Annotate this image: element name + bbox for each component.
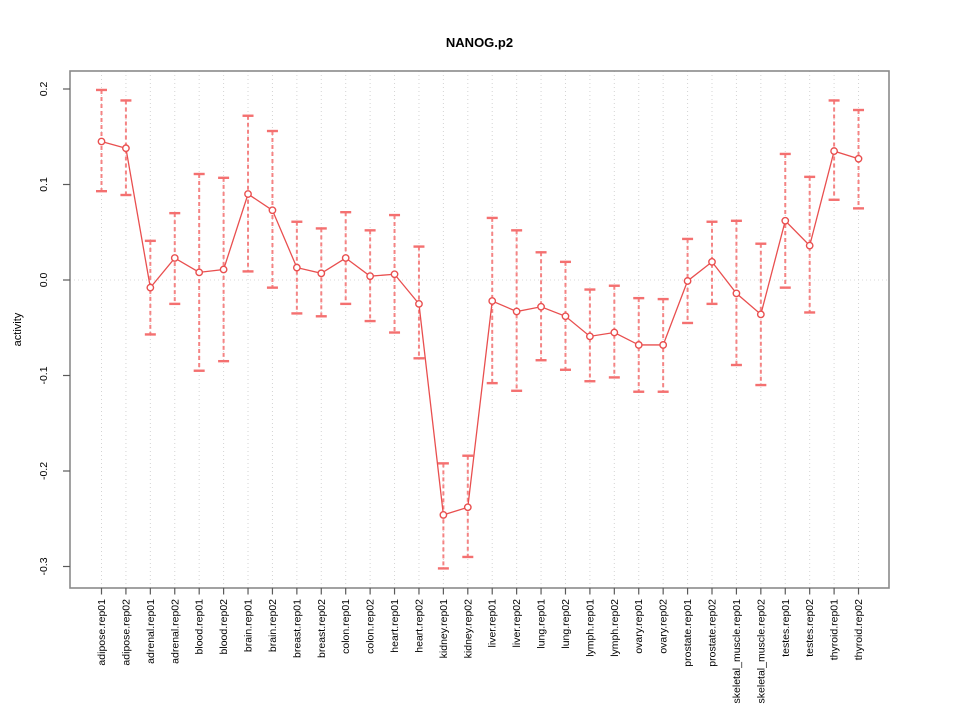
y-tick-label: 0.0 [38,273,50,288]
data-point-marker [268,206,277,215]
data-point-marker [244,190,252,198]
x-tick-label: heart.rep01 [389,599,401,653]
x-tick-label: adipose.rep02 [120,599,132,666]
x-tick-label: thyroid.rep01 [829,599,841,660]
x-tick-label: heart.rep02 [413,599,425,653]
x-tick-label: lung.rep01 [536,599,548,649]
x-tick-label: brain.rep02 [267,599,279,652]
data-point-marker [415,299,423,308]
data-point-marker [659,341,668,349]
y-tick-label: -0.2 [38,462,50,480]
x-tick-label: skeletal_muscle.rep02 [755,599,767,704]
error-bar [706,220,718,306]
x-tick-label: breast.rep02 [316,599,328,658]
x-tick-label: brain.rep01 [243,599,255,652]
x-tick-label: prostate.rep02 [707,599,719,667]
x-tick-label: ovary.rep02 [658,599,670,654]
data-point-marker [463,503,472,512]
x-tick-label: ovary.rep01 [633,599,645,654]
data-point-marker [146,283,155,292]
x-tick-label: liver.rep01 [487,599,499,648]
x-tick-label: kidney.rep02 [462,599,474,659]
x-tick-label: thyroid.rep02 [853,599,865,660]
data-point-marker [122,144,130,153]
data-point-marker [439,511,448,519]
data-point-marker [97,137,106,146]
data-point-marker [292,263,301,272]
x-tick-label: adipose.rep01 [96,599,108,666]
data-point-marker [390,270,399,279]
x-tick-label: blood.rep01 [194,599,206,655]
data-point-marker [830,147,838,155]
error-bar [120,99,132,197]
x-tick-label: testes.rep01 [780,599,792,657]
data-point-marker [195,268,204,277]
data-point-marker [610,328,619,337]
plot-box [69,70,890,589]
data-point-marker [488,297,497,305]
x-tick-label: adrenal.rep02 [169,599,181,664]
x-tick-label: colon.rep02 [365,599,377,654]
error-bar [144,239,156,336]
x-tick-label: skeletal_muscle.rep01 [731,599,743,704]
data-point-marker [683,277,692,285]
error-bar [535,251,547,362]
data-point-marker [341,254,350,262]
data-point-marker [512,307,521,316]
x-tick-label: adrenal.rep01 [145,599,157,664]
y-tick-label: -0.3 [38,557,50,575]
series-line [101,140,859,516]
data-point-marker [756,310,765,319]
data-point-marker [219,265,228,274]
error-bar [657,297,669,393]
x-tick-label: blood.rep02 [218,599,230,655]
error-bar [486,216,498,385]
x-tick-label: kidney.rep01 [438,599,450,659]
data-point-marker [732,289,741,298]
error-bar [804,175,816,314]
x-tick-label: prostate.rep01 [682,599,694,667]
x-tick-label: lymph.rep02 [609,599,621,657]
data-point-marker [537,302,545,311]
data-point-marker [170,254,179,262]
x-tick-label: lung.rep02 [560,599,572,649]
data-point-marker [708,257,716,266]
x-tick-label: breast.rep01 [291,599,303,658]
x-tick-label: testes.rep02 [804,599,816,657]
y-tick-label: -0.1 [38,366,50,384]
error-bar [413,245,425,360]
data-point-marker [781,216,790,225]
data-point-marker [634,341,643,349]
error-bar [633,296,645,393]
x-tick-label: liver.rep02 [511,599,523,648]
y-tick-label: 0.2 [38,82,50,97]
error-bar [559,260,571,371]
data-point-marker [561,312,570,321]
x-tick-label: colon.rep01 [340,599,352,654]
data-point-marker [317,269,326,278]
data-point-marker [854,154,863,163]
x-tick-label: lymph.rep01 [584,599,596,657]
y-tick-label: 0.1 [38,177,50,192]
data-point-marker [366,272,375,281]
data-point-marker [805,241,814,250]
data-point-marker [586,332,594,341]
chart-title: NANOG.p2 [446,35,513,50]
y-axis-label: activity [12,312,24,346]
